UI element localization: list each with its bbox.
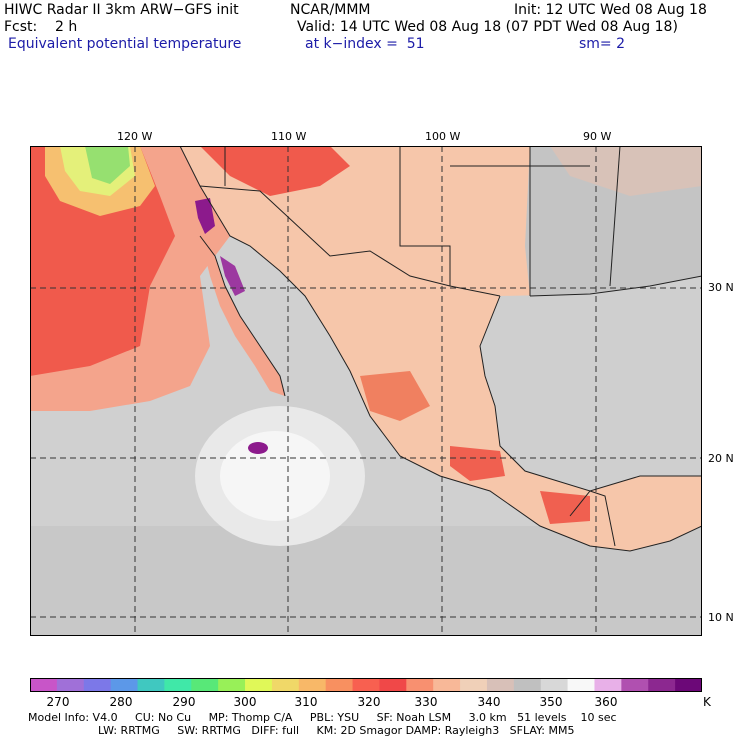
hurricane-core-cloud	[220, 431, 330, 521]
model-title: HIWC Radar II 3km ARW−GFS init	[4, 2, 239, 18]
hurricane-eye	[248, 442, 268, 454]
colorbar-label-300: 300	[233, 695, 257, 709]
colorbar-cell	[621, 678, 649, 692]
central-america-hot-spot	[540, 491, 590, 524]
pacific-green-region	[85, 146, 130, 184]
theta-e-map	[30, 146, 702, 636]
coastlines	[179, 146, 702, 552]
lon-label-120w: 120 W	[117, 130, 153, 143]
colorbar-label-290: 290	[172, 695, 196, 709]
lon-label-90w: 90 W	[583, 130, 612, 143]
desert-purple-spot	[195, 198, 215, 234]
colorbar-cell	[352, 678, 380, 692]
colorbar-cell	[30, 678, 58, 692]
colorbar-unit: K	[703, 695, 711, 709]
field-name: Equivalent potential temperature	[8, 36, 242, 52]
lat-label-30n: 30 N	[708, 281, 734, 294]
colorbar-cell	[540, 678, 569, 692]
colorbar-cell	[648, 678, 676, 692]
smoothing-label: sm= 2	[579, 36, 626, 52]
mexico-hot-spot-1	[360, 371, 430, 421]
colorbar-cell	[271, 678, 300, 692]
lat-label-20n: 20 N	[708, 452, 734, 465]
init-time: Init: 12 UTC Wed 08 Aug 18	[514, 2, 707, 18]
colorbar-cell	[218, 678, 246, 692]
colorbar-label-360: 360	[594, 695, 618, 709]
institution-label: NCAR/MMM	[290, 2, 371, 18]
colorbar-cell	[110, 678, 139, 692]
colorbar-cell	[406, 678, 434, 692]
gulf-california-purple	[220, 256, 245, 296]
map-frame	[30, 146, 702, 636]
lon-label-110w: 110 W	[271, 130, 307, 143]
colorbar-label-310: 310	[294, 695, 318, 709]
colorbar-frame	[30, 678, 702, 692]
colorbar-cell	[164, 678, 192, 692]
colorbar-cell	[486, 678, 515, 692]
us-hot-spot	[200, 146, 350, 196]
colorbar-cell	[83, 678, 112, 692]
political-borders	[199, 146, 621, 547]
gulf-of-mexico	[480, 276, 702, 491]
colorbar-cell	[245, 678, 273, 692]
colorbar-cell	[56, 678, 85, 692]
colorbar-cell	[433, 678, 461, 692]
colorbar-label-270: 270	[46, 695, 70, 709]
valid-time: Valid: 14 UTC Wed 08 Aug 18 (07 PDT Wed …	[297, 19, 678, 35]
model-info-line: Model Info: V4.0 CU: No Cu MP: Thomp C/A…	[28, 711, 617, 724]
colorbar-label-280: 280	[109, 695, 133, 709]
colorbar-cell	[567, 678, 595, 692]
colorbar-label-330: 330	[414, 695, 438, 709]
colorbar-cell	[191, 678, 219, 692]
colorbar	[30, 678, 702, 692]
lon-label-100w: 100 W	[425, 130, 461, 143]
colorbar-cell	[594, 678, 622, 692]
colorbar-cell	[325, 678, 354, 692]
lat-lon-grid	[30, 146, 702, 636]
colorbar-label-350: 350	[539, 695, 563, 709]
colorbar-cell	[379, 678, 407, 692]
colorbar-cell	[137, 678, 165, 692]
colorbar-cells	[30, 678, 702, 692]
lat-label-10n: 10 N	[708, 611, 734, 624]
colorbar-cell	[513, 678, 542, 692]
colorbar-cell	[298, 678, 327, 692]
colorbar-label-340: 340	[477, 695, 501, 709]
colorbar-cell	[675, 678, 702, 692]
colorbar-cell	[460, 678, 488, 692]
level-label: at k−index = 51	[305, 36, 425, 52]
physics-info-line: LW: RRTMG SW: RRTMG DIFF: full KM: 2D Sm…	[98, 724, 575, 737]
mexico-hot-spot-2	[450, 446, 505, 481]
forecast-hour: Fcst: 2 h	[4, 19, 78, 35]
colorbar-label-320: 320	[357, 695, 381, 709]
southeast-us-tan	[550, 146, 702, 196]
